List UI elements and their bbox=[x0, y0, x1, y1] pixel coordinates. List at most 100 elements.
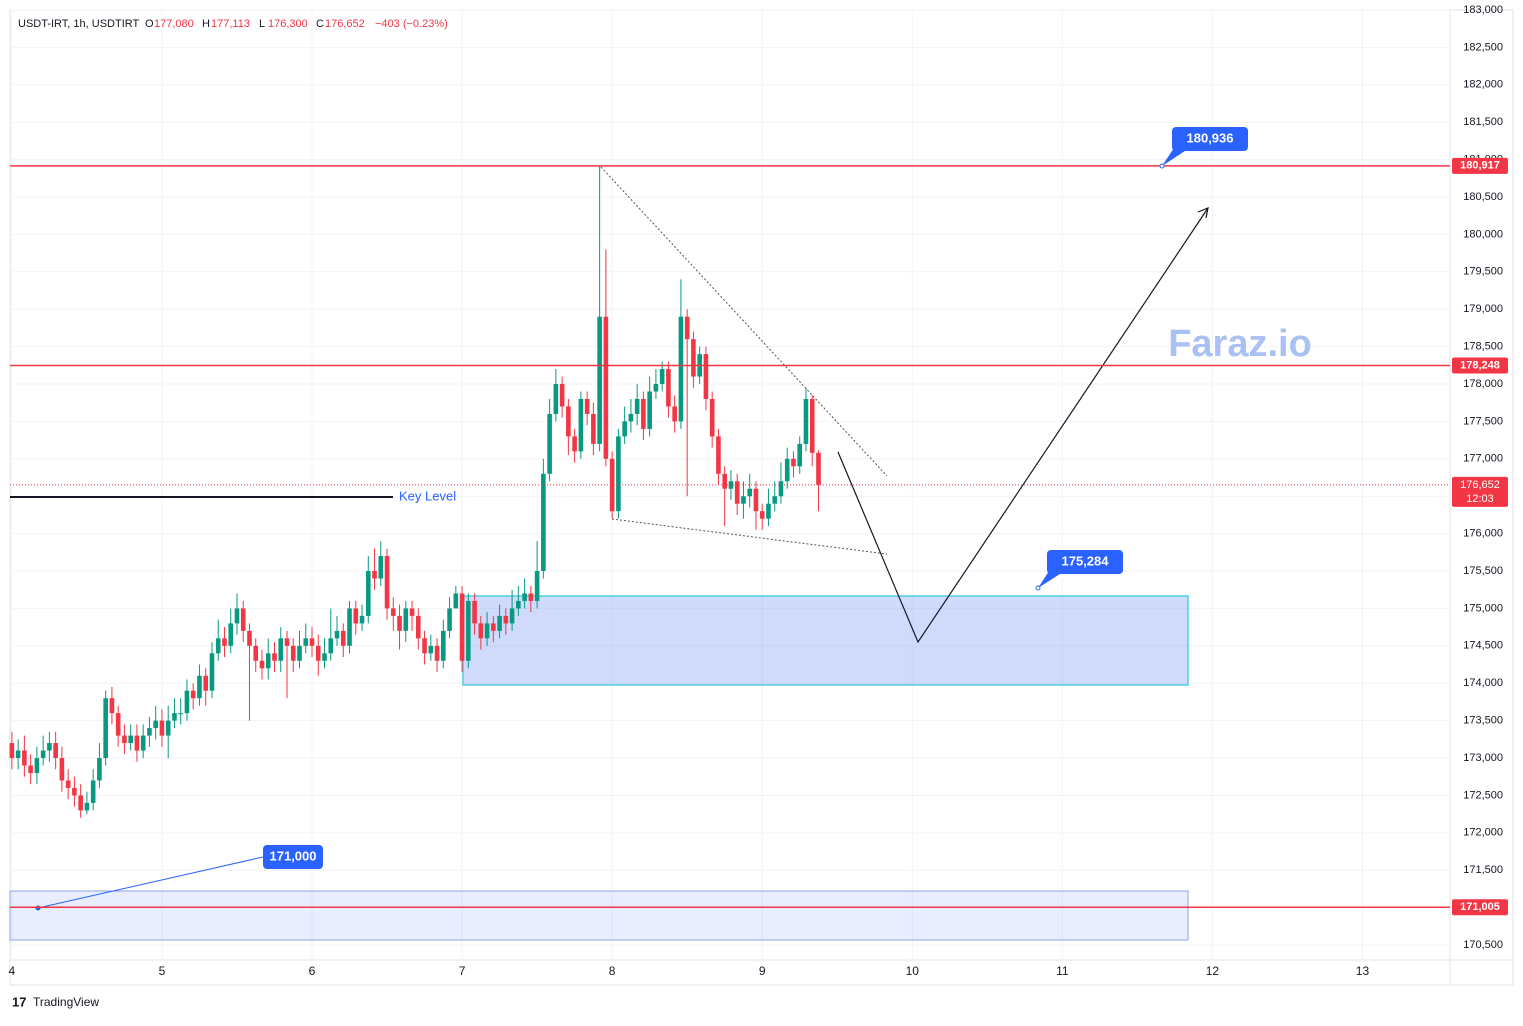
candle-body bbox=[772, 496, 778, 504]
y-tick-label: 174,500 bbox=[1463, 640, 1503, 652]
callout-leader bbox=[37, 856, 264, 909]
candle-body bbox=[140, 735, 146, 751]
y-tick-label: 170,500 bbox=[1463, 939, 1503, 951]
candle-body bbox=[172, 713, 177, 721]
candle-body bbox=[72, 787, 77, 796]
ohlc-key: C bbox=[316, 18, 324, 30]
candle-body bbox=[78, 795, 83, 811]
candle-body bbox=[634, 398, 640, 414]
x-tick-label: 6 bbox=[309, 964, 316, 978]
level-tag bbox=[1452, 899, 1508, 916]
candle-body bbox=[265, 653, 271, 669]
projection-path bbox=[837, 207, 1209, 644]
symbol: USDT-IRT, 1h, USDTIRT bbox=[18, 18, 140, 30]
callout-label: 171,000 bbox=[270, 848, 317, 863]
level-label: 180,917 bbox=[1460, 160, 1500, 172]
candle-body bbox=[434, 645, 440, 661]
ohlc-value: 176,652 bbox=[325, 18, 365, 30]
candle-body bbox=[766, 503, 771, 519]
candle-body bbox=[109, 698, 115, 714]
candle-body bbox=[716, 436, 721, 474]
arrow-head bbox=[1197, 207, 1209, 219]
candle-body bbox=[759, 511, 765, 519]
y-tick-label: 175,000 bbox=[1463, 602, 1503, 614]
y-tick-label: 176,000 bbox=[1463, 528, 1503, 540]
candle-body bbox=[628, 413, 634, 422]
support-zone bbox=[9, 890, 1189, 941]
candle-body bbox=[603, 316, 609, 459]
ohlc-key: O bbox=[145, 18, 154, 30]
candle-body bbox=[222, 638, 227, 646]
candle-body bbox=[22, 750, 27, 766]
candle-body bbox=[372, 571, 377, 579]
ohlc-value: 176,300 bbox=[268, 18, 308, 30]
candle-body bbox=[472, 600, 477, 624]
y-tick-label: 179,500 bbox=[1463, 266, 1503, 278]
candle-body bbox=[591, 413, 596, 444]
footer-icon: 17 bbox=[12, 994, 26, 1009]
candle-body bbox=[441, 630, 446, 661]
candle-body bbox=[90, 780, 96, 803]
candle-body bbox=[566, 406, 571, 437]
candle-body bbox=[315, 645, 321, 661]
candle-body bbox=[522, 593, 527, 601]
x-tick-label: 11 bbox=[1056, 964, 1069, 978]
trendline bbox=[600, 166, 888, 477]
candle-body bbox=[703, 354, 709, 399]
candle-body bbox=[666, 369, 671, 407]
candle-body bbox=[115, 713, 121, 736]
ohlc-key: H bbox=[202, 18, 210, 30]
x-tick-label: 12 bbox=[1206, 964, 1220, 978]
y-tick-label: 171,500 bbox=[1463, 864, 1503, 876]
candle-body bbox=[303, 638, 309, 646]
candle-body bbox=[309, 638, 315, 646]
background-layer: 170,500 171,000 171,500 172,000 172,500 173,0… bbox=[9, 4, 1514, 986]
candle-body bbox=[259, 660, 265, 669]
candle-body bbox=[128, 735, 133, 744]
candle-body bbox=[747, 488, 752, 497]
candle-body bbox=[322, 653, 327, 661]
candle-body bbox=[47, 743, 52, 751]
candle-body bbox=[428, 645, 434, 654]
candle-body bbox=[122, 735, 127, 744]
candle-body bbox=[228, 623, 234, 646]
candle-body bbox=[28, 765, 33, 773]
candle-body bbox=[334, 630, 340, 639]
y-tick-label: 177,000 bbox=[1463, 453, 1503, 465]
candle-body bbox=[403, 608, 409, 631]
level-label: 178,248 bbox=[1460, 359, 1500, 371]
demand-zone bbox=[462, 595, 1189, 686]
footer-logo: TradingView bbox=[33, 995, 99, 1009]
candle-body bbox=[184, 690, 190, 714]
candle-body bbox=[672, 406, 677, 422]
candle-body bbox=[9, 743, 15, 759]
callout-box bbox=[263, 845, 323, 869]
candle-body bbox=[328, 638, 334, 654]
candle-body bbox=[197, 675, 202, 699]
marks-layer bbox=[9, 165, 821, 818]
candle-body bbox=[234, 608, 240, 624]
candle-body bbox=[684, 316, 690, 340]
candle-body bbox=[553, 384, 559, 414]
candle-body bbox=[153, 720, 158, 729]
candle-body bbox=[447, 608, 452, 631]
candle-body bbox=[284, 638, 290, 646]
candle-body bbox=[34, 758, 40, 773]
x-tick-label: 8 bbox=[609, 964, 616, 978]
y-tick-label: 178,000 bbox=[1463, 378, 1503, 390]
x-tick-label: 4 bbox=[9, 964, 16, 978]
candle-body bbox=[647, 391, 652, 429]
candle-body bbox=[390, 608, 396, 616]
candle-body bbox=[247, 630, 252, 646]
candle-body bbox=[584, 398, 590, 414]
candle-body bbox=[59, 758, 65, 781]
y-tick-label: 180,000 bbox=[1463, 228, 1503, 240]
candle-body bbox=[365, 571, 371, 616]
level-label: 171,005 bbox=[1460, 901, 1500, 913]
candle-body bbox=[541, 473, 546, 572]
y-tick-label: 177,500 bbox=[1463, 415, 1503, 427]
key-level-label: Key Level bbox=[399, 488, 456, 503]
callout-label: 175,284 bbox=[1062, 553, 1110, 568]
candle-body bbox=[359, 615, 365, 624]
